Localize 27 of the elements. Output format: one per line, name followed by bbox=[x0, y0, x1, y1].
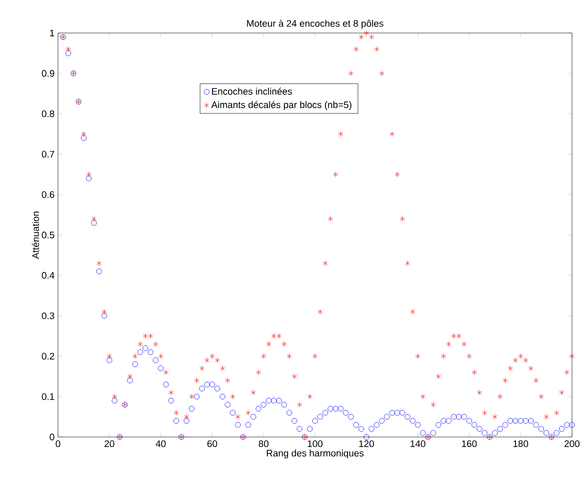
x-axis-title: Rang des harmoniques bbox=[266, 450, 364, 458]
legend-label: Aimants décalés par blocs (nb=5) bbox=[211, 101, 352, 110]
y-tick-label: 0.6 bbox=[42, 191, 54, 198]
y-tick-label: 0.9 bbox=[42, 70, 54, 77]
x-tick-label: 140 bbox=[410, 440, 426, 448]
legend-label: Encoches inclinées bbox=[212, 88, 292, 95]
x-tick-label: 40 bbox=[156, 440, 166, 448]
x-tick-label: 160 bbox=[462, 440, 477, 448]
chart-title: Moteur à 24 encoches et 8 pôles bbox=[247, 20, 384, 29]
y-tick-label: 0.7 bbox=[42, 150, 54, 158]
y-tick-label: 0.8 bbox=[42, 110, 54, 118]
x-tick-label: 100 bbox=[308, 440, 323, 448]
y-axis-title: Atténuation bbox=[32, 212, 39, 259]
y-tick-label: 0.2 bbox=[42, 352, 54, 360]
y-tick-label: 1 bbox=[50, 30, 54, 36]
y-tick-label: 0 bbox=[50, 434, 54, 440]
x-tick-label: 120 bbox=[359, 440, 374, 448]
x-tick-label: 0 bbox=[56, 440, 60, 448]
x-tick-label: 20 bbox=[104, 440, 114, 448]
x-tick-label: 180 bbox=[513, 440, 528, 448]
y-tick-label: 0.5 bbox=[42, 232, 54, 238]
y-tick-label: 0.4 bbox=[42, 272, 54, 279]
x-tick-label: 60 bbox=[207, 440, 218, 448]
y-tick-label: 0.3 bbox=[42, 312, 54, 320]
y-tick-label: 0.1 bbox=[42, 393, 54, 400]
x-tick-label: 80 bbox=[258, 440, 268, 448]
x-tick-label: 200 bbox=[564, 440, 580, 448]
